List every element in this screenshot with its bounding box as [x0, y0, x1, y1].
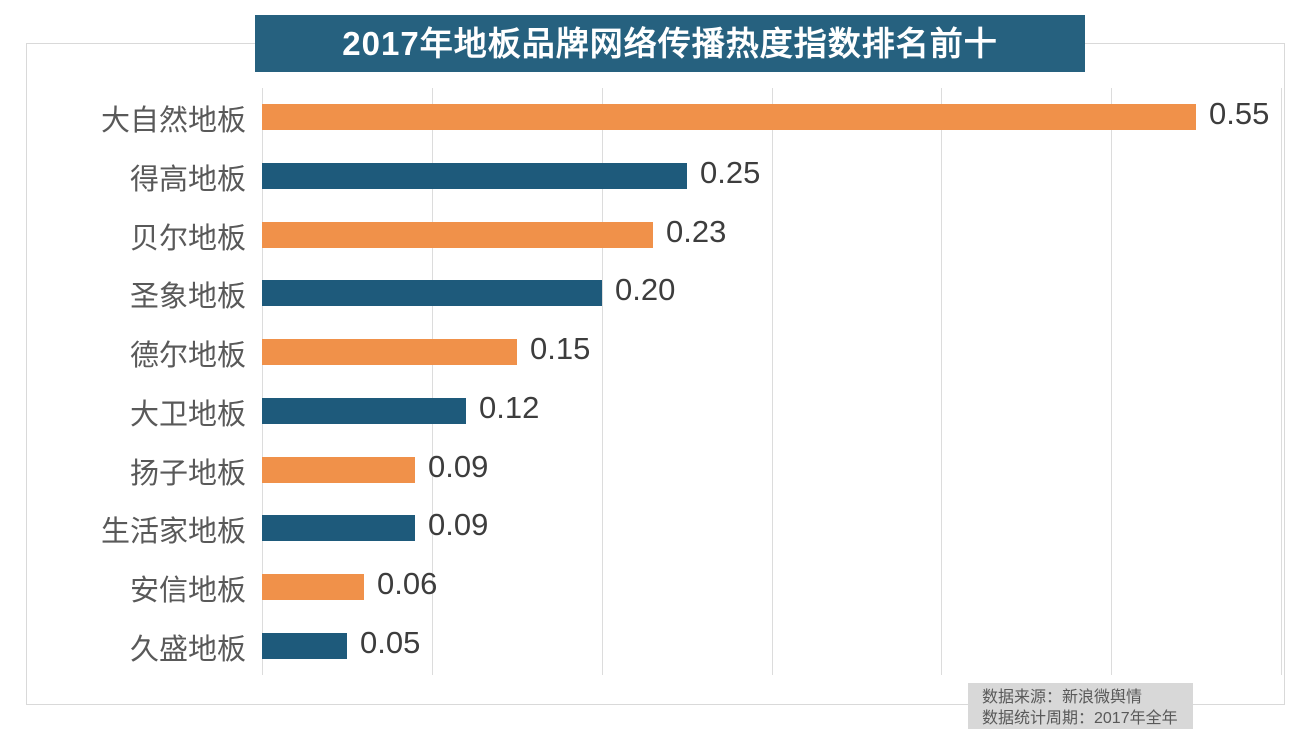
bar	[262, 339, 517, 365]
value-label: 0.25	[700, 155, 761, 190]
bar	[262, 222, 653, 248]
bar	[262, 104, 1196, 130]
category-label: 安信地板	[129, 575, 246, 607]
bar	[262, 280, 602, 306]
category-label: 德尔地板	[129, 340, 246, 372]
category-label: 大卫地板	[129, 399, 246, 431]
data-source-note: 数据来源：新浪微舆情 数据统计周期：2017年全年	[968, 683, 1193, 729]
bar	[262, 398, 466, 424]
value-label: 0.15	[530, 331, 591, 366]
category-label: 得高地板	[129, 164, 246, 196]
chart-title: 2017年地板品牌网络传播热度指数排名前十	[255, 15, 1085, 72]
gridline	[941, 88, 942, 675]
gridline	[432, 88, 433, 675]
value-label: 0.23	[666, 214, 727, 249]
gridline	[1281, 88, 1282, 675]
chart-frame	[26, 43, 1285, 705]
gridline	[1111, 88, 1112, 675]
bar	[262, 457, 415, 483]
category-label: 扬子地板	[129, 458, 246, 490]
value-label: 0.55	[1209, 96, 1270, 131]
category-label: 圣象地板	[129, 281, 246, 313]
value-label: 0.20	[615, 272, 676, 307]
bar	[262, 574, 364, 600]
bar	[262, 515, 415, 541]
gridline	[602, 88, 603, 675]
bar	[262, 633, 347, 659]
category-axis: 大自然地板得高地板贝尔地板圣象地板德尔地板大卫地板扬子地板生活家地板安信地板久盛…	[30, 88, 246, 675]
category-label: 生活家地板	[100, 516, 246, 548]
value-label: 0.12	[479, 390, 540, 425]
category-label: 贝尔地板	[129, 223, 246, 255]
value-label: 0.06	[377, 566, 438, 601]
value-label: 0.09	[428, 507, 489, 542]
data-source-line: 数据来源：新浪微舆情	[982, 689, 1143, 706]
value-label: 0.09	[428, 449, 489, 484]
value-label: 0.05	[360, 625, 421, 660]
bar	[262, 163, 687, 189]
gridline	[262, 88, 263, 675]
data-period-line: 数据统计周期：2017年全年	[982, 710, 1178, 727]
category-label: 大自然地板	[100, 105, 246, 137]
gridline	[772, 88, 773, 675]
category-label: 久盛地板	[129, 634, 246, 666]
plot-area: 0.55 0.25 0.23 0.20 0.15 0.12 0.09 0.09 0.06 0.05	[262, 88, 1282, 675]
